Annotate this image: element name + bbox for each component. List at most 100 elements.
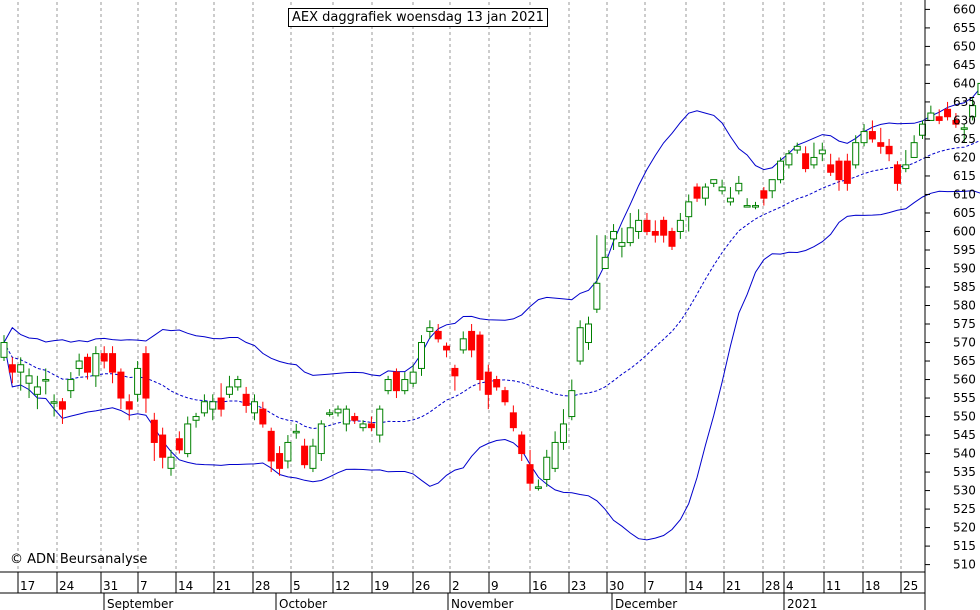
candle-body (142, 353, 150, 399)
price-tick-label: 570 (953, 336, 976, 350)
day-tick-label: 21 (726, 579, 741, 593)
candle-body (192, 416, 200, 421)
month-label: September (107, 597, 173, 610)
candle-body (593, 282, 601, 310)
candle-body (710, 179, 718, 184)
candle-body (267, 430, 275, 462)
day-tick-label: 24 (59, 579, 74, 593)
candle-body (559, 423, 567, 443)
candle-body (459, 338, 467, 351)
candle-body (401, 379, 409, 392)
day-tick-label: 28 (255, 579, 270, 593)
price-tick-label: 625 (953, 132, 976, 146)
candle-body (635, 219, 643, 232)
candle-body (109, 353, 117, 373)
day-tick-label: 17 (20, 579, 35, 593)
candle-body (944, 108, 952, 118)
price-tick-label: 655 (953, 21, 976, 35)
candle-body (601, 256, 609, 269)
price-tick-label: 520 (953, 521, 976, 535)
candle-body (660, 219, 668, 236)
upper-band-line (3, 87, 980, 377)
candle-body (576, 327, 584, 362)
candle-body (276, 453, 284, 469)
candle-body (359, 423, 367, 429)
candle-body (743, 205, 751, 208)
candle-body (735, 182, 743, 192)
candle-body (551, 441, 559, 469)
candle-body (676, 219, 684, 232)
day-tick-label: 25 (903, 579, 918, 593)
candle-body (426, 327, 434, 332)
price-tick-label: 510 (953, 558, 976, 572)
candle-body (468, 330, 476, 351)
price-tick-label: 565 (953, 354, 976, 368)
date-axis: 17 24 31 7 14 21 28 5 12 19 26 2 9 16 23 30 7 14 21 28 4 11 18… (17, 572, 918, 610)
candle-body (309, 445, 317, 469)
candle-body (301, 445, 309, 466)
price-tick-label: 635 (953, 95, 976, 109)
day-tick-label: 30 (609, 579, 624, 593)
bollinger-bands (3, 87, 980, 541)
candle-body (885, 145, 893, 155)
lower-band-line (3, 190, 980, 541)
candle-body (251, 401, 258, 414)
day-tick-label: 2 (452, 579, 460, 593)
candle-body (910, 142, 918, 158)
candle-body (610, 230, 618, 240)
candle-body (259, 408, 267, 425)
candle-body (234, 379, 242, 388)
price-tick-label: 630 (953, 113, 976, 127)
price-tick-label: 535 (953, 465, 976, 479)
candle-body (726, 197, 734, 203)
day-tick-label: 26 (415, 579, 430, 593)
price-tick-label: 595 (953, 243, 976, 257)
candle-body (777, 160, 785, 181)
price-tick-label: 580 (953, 299, 976, 313)
candle-body (518, 434, 526, 455)
candle-body (242, 393, 250, 406)
day-tick-label: 31 (103, 579, 118, 593)
candle-body (75, 360, 83, 369)
chart-frame (0, 0, 926, 610)
month-label: October (279, 597, 327, 610)
price-tick-label: 550 (953, 410, 976, 424)
candle-body (969, 105, 977, 118)
day-tick-label: 5 (293, 579, 301, 593)
candle-body (376, 408, 384, 436)
candle-body (651, 230, 659, 236)
candle-body (392, 371, 400, 392)
price-tick-label: 640 (953, 76, 976, 90)
price-tick-label: 555 (953, 391, 976, 405)
day-tick-label: 7 (647, 579, 655, 593)
candle-body (351, 416, 359, 421)
candle-body (92, 353, 100, 377)
candle-body (150, 419, 158, 443)
candle-body (685, 201, 693, 218)
day-tick-label: 28 (765, 579, 780, 593)
candle-body (493, 379, 501, 388)
candle-body (134, 367, 142, 395)
candle-body (760, 190, 768, 199)
candle-body (977, 82, 980, 96)
price-candles (0, 82, 980, 491)
candle-body (835, 160, 843, 181)
candle-body (200, 401, 208, 414)
candle-body (902, 164, 910, 170)
candle-body (618, 242, 626, 247)
price-axis: 510 515 520 525 530 535 540 545 550 555 560 565 570 5… (925, 2, 976, 572)
candle-body (793, 145, 801, 151)
candle-body (409, 371, 417, 384)
candle-body (317, 423, 325, 455)
candle-body (476, 334, 484, 381)
candle-body (50, 401, 58, 404)
candle-body (367, 423, 375, 429)
day-tick-label: 14 (688, 579, 703, 593)
chart-title: AEX daggrafiek woensdag 13 jan 2021 (288, 8, 548, 27)
candle-body (33, 386, 41, 395)
candle-body (100, 353, 108, 362)
day-tick-label: 16 (532, 579, 547, 593)
copyright-credit: © ADN Beursanalyse (10, 552, 148, 567)
moving-average-line (3, 140, 980, 430)
